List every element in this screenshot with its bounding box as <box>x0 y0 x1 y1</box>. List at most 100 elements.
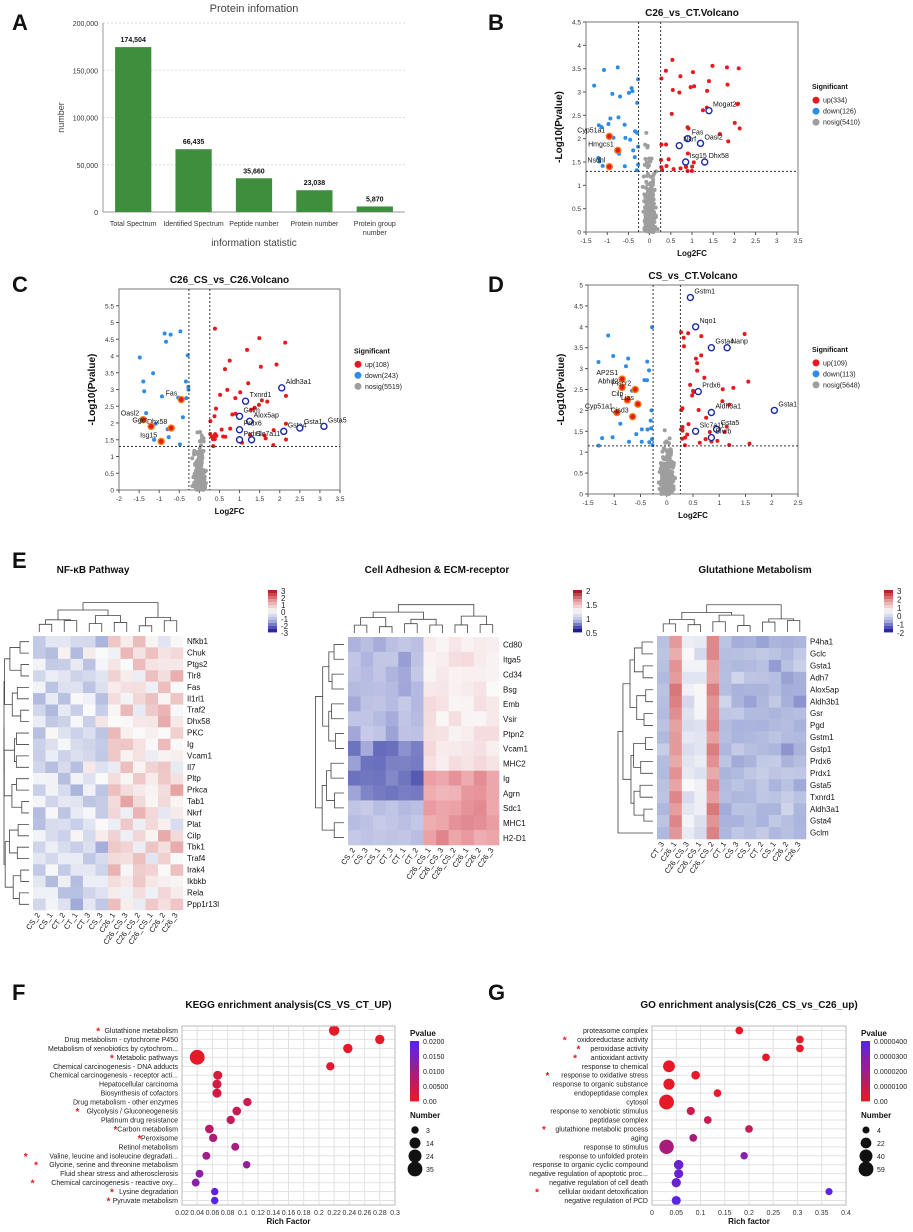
legend-size-swatch <box>862 1126 870 1134</box>
heatmap-cell <box>45 715 59 728</box>
heatmap-cell <box>95 715 109 728</box>
gene-label: Lias <box>621 395 634 402</box>
heatmap-cell <box>669 647 683 661</box>
heatmap-cell <box>657 779 670 792</box>
star-marker: * <box>96 1026 100 1037</box>
x-tick-label: 0.22 <box>327 1210 341 1217</box>
heatmap-cell <box>95 773 109 785</box>
y-tick-label: 0 <box>577 230 581 237</box>
colorbar-segment <box>884 593 893 597</box>
heatmap-cell <box>681 767 695 780</box>
y-tick-label: 1 <box>579 450 583 457</box>
heatmap-cell <box>33 647 46 660</box>
heatmap-cell <box>448 755 462 772</box>
heatmap-cell <box>694 636 707 649</box>
legend-swatch <box>812 359 820 367</box>
heatmap-cell <box>108 898 121 911</box>
heatmap-cell <box>348 830 361 846</box>
heatmap-cell <box>768 719 782 732</box>
heatmap-cell <box>348 800 361 816</box>
x-tick-label: 0.16 <box>282 1210 296 1217</box>
row-label: Chuk <box>187 649 207 658</box>
term-label: cytosol <box>626 1100 648 1107</box>
colorbar-label: 3 <box>897 587 902 596</box>
heatmap-cell <box>461 815 475 831</box>
heatmap-cell <box>448 815 462 831</box>
legend-pvalue-label: 0.0000200 <box>874 1069 907 1076</box>
data-point <box>667 476 672 481</box>
data-point <box>669 481 674 486</box>
heatmap-cell <box>33 693 46 705</box>
gene-label: Gsta5 <box>328 417 347 424</box>
data-point <box>703 437 708 442</box>
y-tick-label: 4 <box>577 43 581 50</box>
heatmap-cell <box>95 704 109 717</box>
data-point <box>200 480 205 485</box>
heatmap-cell <box>781 743 794 756</box>
data-point <box>164 339 169 344</box>
heatmap-cell <box>170 636 184 648</box>
heatmap-cell <box>120 704 134 717</box>
term-label: Metabolic pathways <box>117 1055 179 1062</box>
legend-swatch <box>812 107 820 115</box>
row-dendrogram <box>629 659 637 709</box>
enrichment-bubble <box>375 1034 385 1045</box>
column-dendrogram <box>737 625 751 632</box>
heatmap-cell <box>108 818 121 831</box>
heatmap-cell <box>145 636 159 648</box>
enrichment-bubble <box>189 1049 205 1065</box>
x-tick-label: 2.5 <box>751 238 760 245</box>
heatmap-cell <box>669 731 683 744</box>
legend-swatch <box>812 370 820 378</box>
heatmap-cell <box>145 898 159 911</box>
heatmap-cell <box>33 807 46 819</box>
column-dendrogram <box>429 624 443 633</box>
legend-size-swatch <box>858 1161 874 1177</box>
data-point <box>191 482 196 487</box>
heatmap-cell <box>756 743 770 756</box>
legend-gradient-segment <box>410 1063 419 1068</box>
heatmap-cell <box>95 807 109 819</box>
heatmap-cell <box>360 755 374 772</box>
term-label: negative regulation of apoptotic proc... <box>529 1171 648 1178</box>
heatmap-cell <box>145 875 159 888</box>
heatmap-cell <box>158 864 171 877</box>
x-tick-label: -0.5 <box>635 500 647 507</box>
heatmap-cell <box>731 636 745 649</box>
legend-gradient-segment <box>861 1044 870 1049</box>
data-point <box>596 155 601 160</box>
panel-label-F: F <box>12 980 25 1005</box>
legend-label: nosig(5519) <box>365 384 402 391</box>
y-tick-label: 0.5 <box>574 471 583 478</box>
data-point <box>642 192 647 197</box>
heatmap-cell <box>170 784 184 797</box>
heatmap-cell <box>669 755 683 768</box>
heatmap-cell <box>108 715 121 728</box>
heatmap-cell <box>706 636 720 649</box>
term-label: Drug metabolism - other enzymes <box>73 1100 179 1107</box>
data-point <box>257 336 262 341</box>
term-label: peptidase complex <box>590 1117 649 1124</box>
heatmap-cell <box>731 647 745 661</box>
data-point <box>732 120 737 125</box>
heatmap-cell <box>731 659 745 673</box>
row-label: Plat <box>187 820 202 829</box>
data-point <box>634 432 639 437</box>
heatmap-cell <box>781 647 794 661</box>
heatmap-cell <box>70 818 84 831</box>
heatmap-cell <box>145 784 159 797</box>
heatmap-cell <box>436 785 449 801</box>
heatmap-cell <box>657 636 670 649</box>
heatmap-cell <box>70 738 84 751</box>
heatmap-cell <box>170 750 184 762</box>
heatmap-cell <box>33 830 46 842</box>
term-label: Retinol metabolism <box>118 1144 178 1151</box>
data-point <box>162 331 167 336</box>
data-point <box>700 108 705 113</box>
heatmap-cell <box>793 671 807 685</box>
heatmap-cell <box>58 830 71 842</box>
heatmap-cell <box>410 696 424 712</box>
data-point <box>618 94 623 99</box>
x-tick-label: 0.3 <box>390 1210 400 1217</box>
heatmap-cell <box>448 637 462 653</box>
